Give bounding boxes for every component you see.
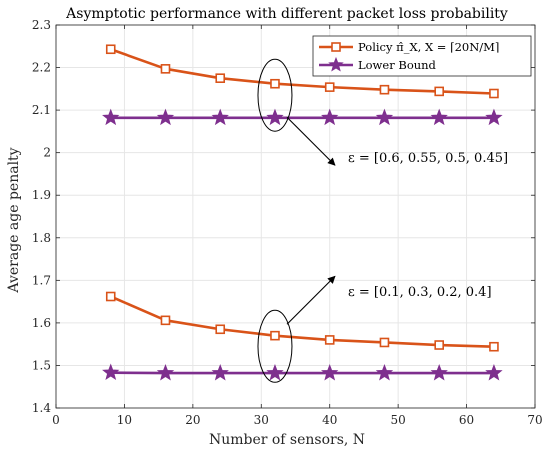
y-tick-label: 2 — [43, 146, 51, 160]
legend-box — [312, 35, 532, 77]
y-tick-label: 1.5 — [32, 358, 51, 372]
data-point-star — [430, 108, 448, 126]
series-line — [110, 295, 494, 349]
data-point-star — [321, 363, 339, 381]
data-point-square — [215, 324, 226, 335]
data-point-star — [156, 363, 175, 381]
y-tick-label: 1.8 — [32, 231, 51, 245]
data-point-square — [324, 335, 335, 345]
y-tick-label: 1.4 — [32, 401, 51, 415]
annotation-arrow — [286, 116, 336, 166]
y-tick-label: 2.3 — [32, 18, 51, 32]
annotation-ellipse — [257, 58, 293, 132]
data-point-square — [105, 44, 116, 55]
legend-label: Lower Bound — [358, 58, 437, 72]
data-point-square — [434, 340, 445, 350]
y-tick-label: 2.2 — [32, 61, 51, 75]
x-tick-label: 20 — [185, 413, 200, 427]
legend-item: Lower Bound — [319, 56, 437, 72]
series-line — [110, 48, 494, 95]
data-point-star — [430, 363, 448, 381]
data-point-star — [266, 108, 284, 126]
data-point-star — [211, 363, 229, 381]
data-point-square — [379, 84, 390, 95]
data-point-square — [270, 78, 280, 89]
legend-label: Policy π̂_X, X = ⌈20N/M⌉ — [358, 40, 499, 54]
annotation-arrow — [286, 275, 336, 325]
data-point-star — [375, 108, 394, 126]
data-point-square — [324, 82, 335, 92]
x-tick-label: 70 — [527, 413, 542, 427]
data-point-star — [375, 363, 394, 381]
data-point-square — [434, 86, 445, 97]
x-tick-label: 60 — [459, 413, 474, 427]
series-layer — [102, 44, 503, 381]
ticks: 0 10 20 30 40 50 60 70 1.4 1.5 1.6 1.7 1.8 1.9 2 2.1 2.2… — [32, 18, 543, 427]
y-tick-label: 1.6 — [32, 316, 51, 330]
legend-marker-star — [328, 56, 344, 72]
data-point-square — [379, 337, 390, 348]
annotation-label: ε = [0.1, 0.3, 0.2, 0.4] — [348, 285, 492, 300]
x-tick-label: 10 — [117, 413, 132, 427]
data-point-star — [102, 363, 120, 381]
data-point-square — [105, 291, 116, 302]
x-tick-label: 40 — [322, 413, 337, 427]
plot-box — [55, 24, 536, 409]
annotation-label: ε = [0.6, 0.55, 0.5, 0.45] — [348, 151, 508, 166]
legend: Policy π̂_X, X = ⌈20N/M⌉ Lower Bound — [312, 35, 532, 77]
data-point-star — [102, 108, 120, 126]
legend-marker-square — [331, 42, 341, 52]
data-point-square — [160, 315, 171, 326]
series-upper-bound — [102, 108, 503, 126]
series-lower-bound — [102, 363, 503, 381]
y-tick-label: 2.1 — [32, 103, 51, 117]
data-point-star — [266, 363, 284, 381]
series-lower-policy — [105, 291, 499, 352]
x-axis-label: Number of sensors, N — [209, 432, 365, 448]
data-point-star — [321, 108, 339, 126]
legend-item: Policy π̂_X, X = ⌈20N/M⌉ — [319, 40, 499, 54]
annotations: ε = [0.6, 0.55, 0.5, 0.45] ε = [0.1, 0.3,… — [257, 58, 508, 383]
data-point-square — [489, 88, 499, 99]
data-point-star — [485, 108, 503, 126]
y-tick-label: 1.7 — [32, 273, 51, 287]
x-tick-label: 30 — [254, 413, 269, 427]
x-tick-label: 0 — [52, 413, 60, 427]
chart-title: Asymptotic performance with different pa… — [65, 6, 508, 22]
data-point-square — [270, 330, 280, 341]
axes-frame — [55, 24, 536, 409]
y-axis-label: Average age penalty — [6, 147, 22, 293]
x-tick-label: 50 — [391, 413, 406, 427]
data-point-star — [156, 108, 175, 126]
data-point-star — [211, 108, 229, 126]
annotation-ellipse — [257, 309, 293, 383]
series-upper-policy — [105, 44, 499, 99]
data-point-square — [489, 341, 499, 352]
data-point-square — [160, 64, 171, 74]
data-point-square — [215, 73, 226, 83]
data-point-star — [485, 363, 503, 381]
y-tick-label: 1.9 — [32, 188, 51, 202]
